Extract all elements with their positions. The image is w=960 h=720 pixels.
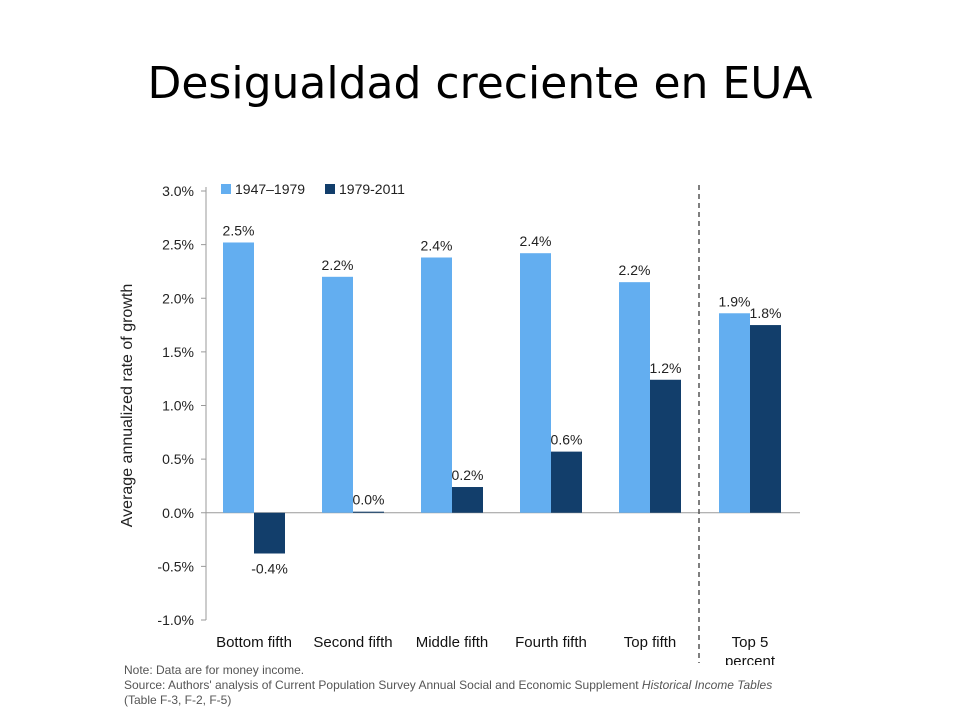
data-label: 0.2%: [452, 467, 484, 483]
y-tick-label: 2.0%: [162, 290, 194, 306]
data-label: 0.0%: [353, 492, 385, 508]
note-line-1: Note: Data are for money income.: [124, 663, 305, 677]
y-tick-label: 0.0%: [162, 505, 194, 521]
y-tick-label: -0.5%: [157, 558, 194, 574]
category-label: Middle fifth: [416, 634, 489, 651]
bar-early: [223, 242, 254, 513]
data-label: -0.4%: [251, 561, 288, 577]
note-line-3: (Table F-3, F-2, F-5): [124, 693, 232, 707]
bar-chart: 3.0% 2.5% 2.0% 1.5% 1.0% 0.5% 0.0% -0.5% -1.0% Av…: [119, 181, 800, 670]
note-source-italic: Historical Income Tables: [641, 678, 773, 692]
data-label: 2.2%: [322, 257, 354, 273]
data-label: 2.4%: [421, 237, 453, 253]
bar-early: [619, 282, 650, 513]
note-line-2: Source: Authors' analysis of Current Pop…: [124, 678, 824, 693]
bar-early: [421, 257, 452, 513]
y-tick-label: 3.0%: [162, 183, 194, 199]
data-label: 1.9%: [719, 293, 751, 309]
category-label: Second fifth: [313, 634, 392, 651]
slide-title: Desigualdad creciente en EUA: [147, 58, 813, 109]
bar-late: [551, 451, 582, 513]
note-source-prefix: Source: Authors' analysis of Current Pop…: [124, 678, 642, 692]
bar-early: [719, 313, 750, 513]
y-tick-label: 1.5%: [162, 344, 194, 360]
chart-panel: 3.0% 2.5% 2.0% 1.5% 1.0% 0.5% 0.0% -0.5% -1.0% Av…: [118, 165, 808, 670]
bar-early: [520, 253, 551, 513]
category-label: Bottom fifth: [216, 634, 292, 651]
bar-late: [452, 487, 483, 513]
y-tick-label: 1.0%: [162, 398, 194, 414]
y-tick-label: -1.0%: [157, 612, 194, 628]
category-label: Top 5: [732, 634, 769, 651]
y-tick-label: 0.5%: [162, 451, 194, 467]
y-axis-label: Average annualized rate of growth: [119, 284, 136, 527]
legend-swatch-early: [221, 184, 231, 194]
legend-label-late: 1979-2011: [339, 181, 405, 197]
bar-early: [322, 276, 353, 513]
bar-late: [750, 325, 781, 513]
data-label: 2.2%: [619, 262, 651, 278]
data-label: 1.2%: [650, 360, 682, 376]
y-tick-label: 2.5%: [162, 237, 194, 253]
chart-notes: Note: Data are for money income. Source:…: [124, 663, 824, 708]
category-label: Top fifth: [624, 634, 677, 651]
data-label: 2.5%: [223, 222, 255, 238]
data-label: 0.6%: [551, 432, 583, 448]
legend-swatch-late: [325, 184, 335, 194]
bar-late: [650, 379, 681, 513]
legend-label-early: 1947–1979: [235, 181, 305, 197]
data-label: 2.4%: [520, 233, 552, 249]
bar-late: [254, 512, 285, 554]
data-label: 1.8%: [750, 305, 782, 321]
bar-late: [353, 511, 384, 513]
category-label: Fourth fifth: [515, 634, 587, 651]
